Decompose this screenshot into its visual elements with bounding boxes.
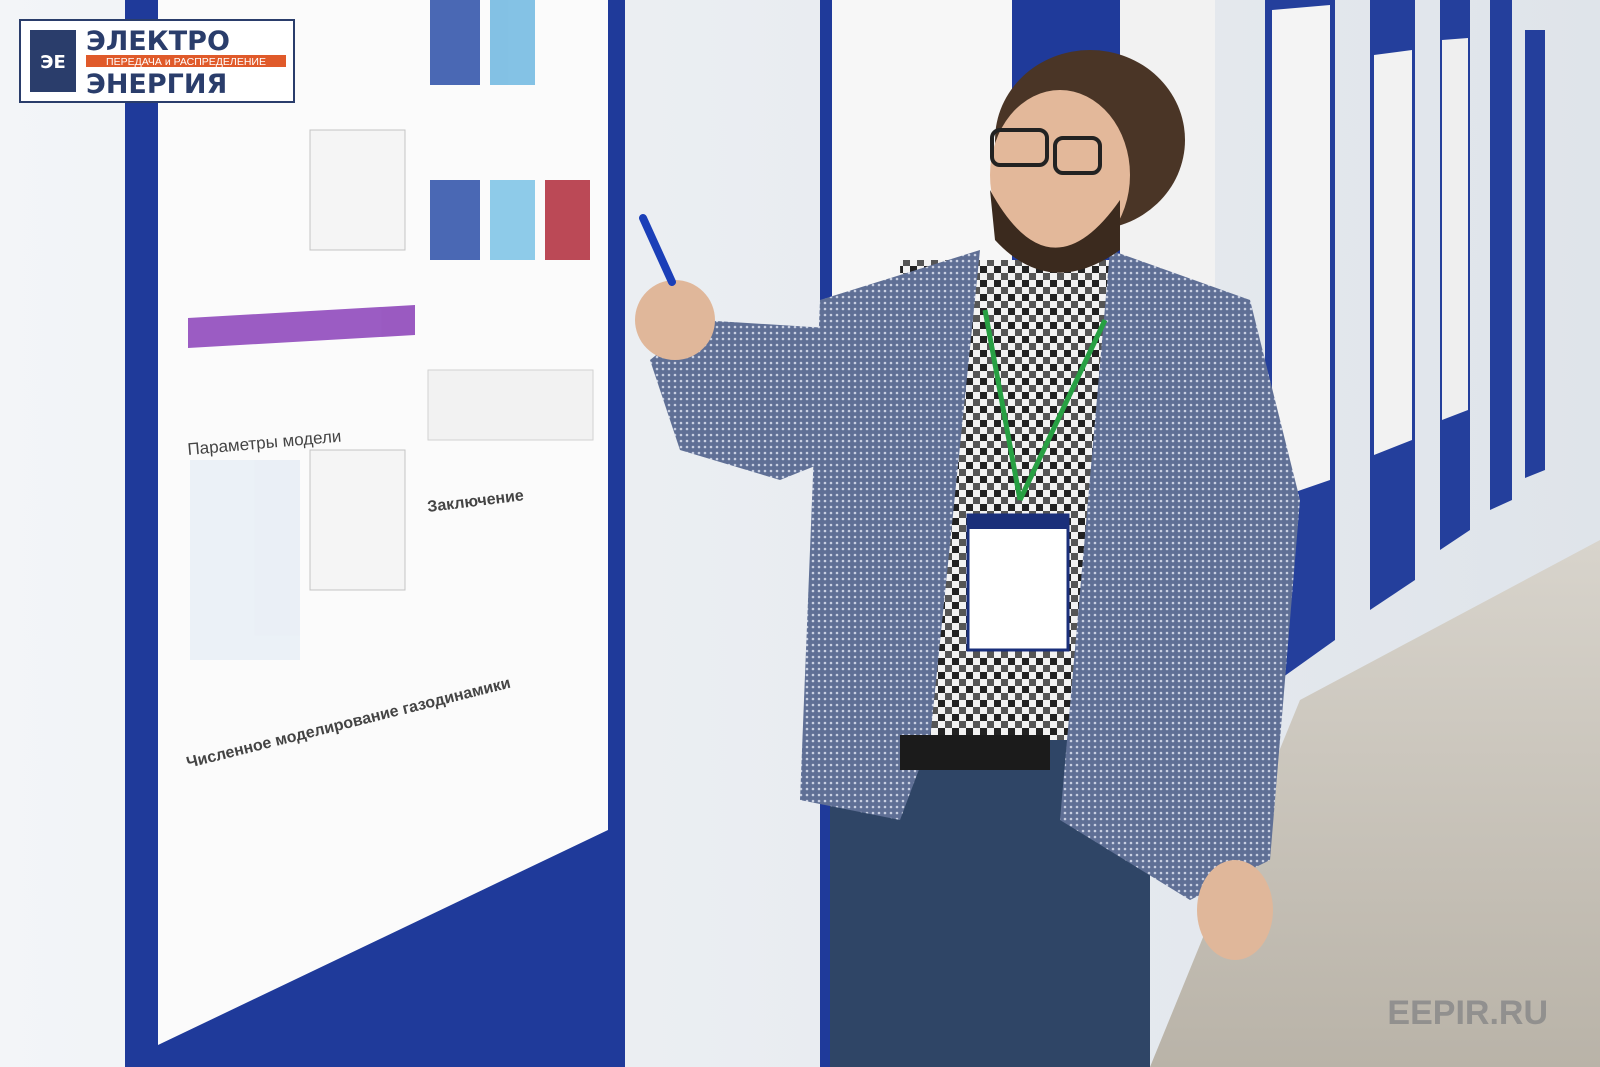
logo-subline: ПЕРЕДАЧА и РАСПРЕДЕЛЕНИЕ <box>106 56 266 68</box>
glasses <box>990 128 1049 167</box>
logo-line: ЭНЕРГИЯ <box>86 69 227 100</box>
arm <box>650 320 880 480</box>
watermark: EEPIR.RU <box>1387 994 1548 1032</box>
face <box>990 90 1130 260</box>
glasses <box>1053 136 1102 175</box>
logo: ЭЕ ЭЛЕКТРО ПЕРЕДАЧА и РАСПРЕДЕЛЕНИЕ ЭНЕР… <box>19 19 295 103</box>
hand <box>1197 860 1273 960</box>
jacket-right <box>1060 250 1300 900</box>
logo-icon-mark: ЭЕ <box>40 52 66 73</box>
beard <box>990 190 1120 273</box>
belt <box>900 735 1050 770</box>
badge <box>966 513 1070 652</box>
badge-header <box>968 515 1068 529</box>
logo-icon <box>30 30 76 92</box>
hand <box>635 280 715 360</box>
logo-line: ЭЛЕКТРО <box>86 26 230 57</box>
pen <box>639 214 676 286</box>
person <box>635 50 1300 1067</box>
lanyard <box>982 309 1108 502</box>
poster-figures <box>188 0 594 660</box>
corridor-posters <box>1265 0 1545 690</box>
logo-band <box>86 55 286 67</box>
